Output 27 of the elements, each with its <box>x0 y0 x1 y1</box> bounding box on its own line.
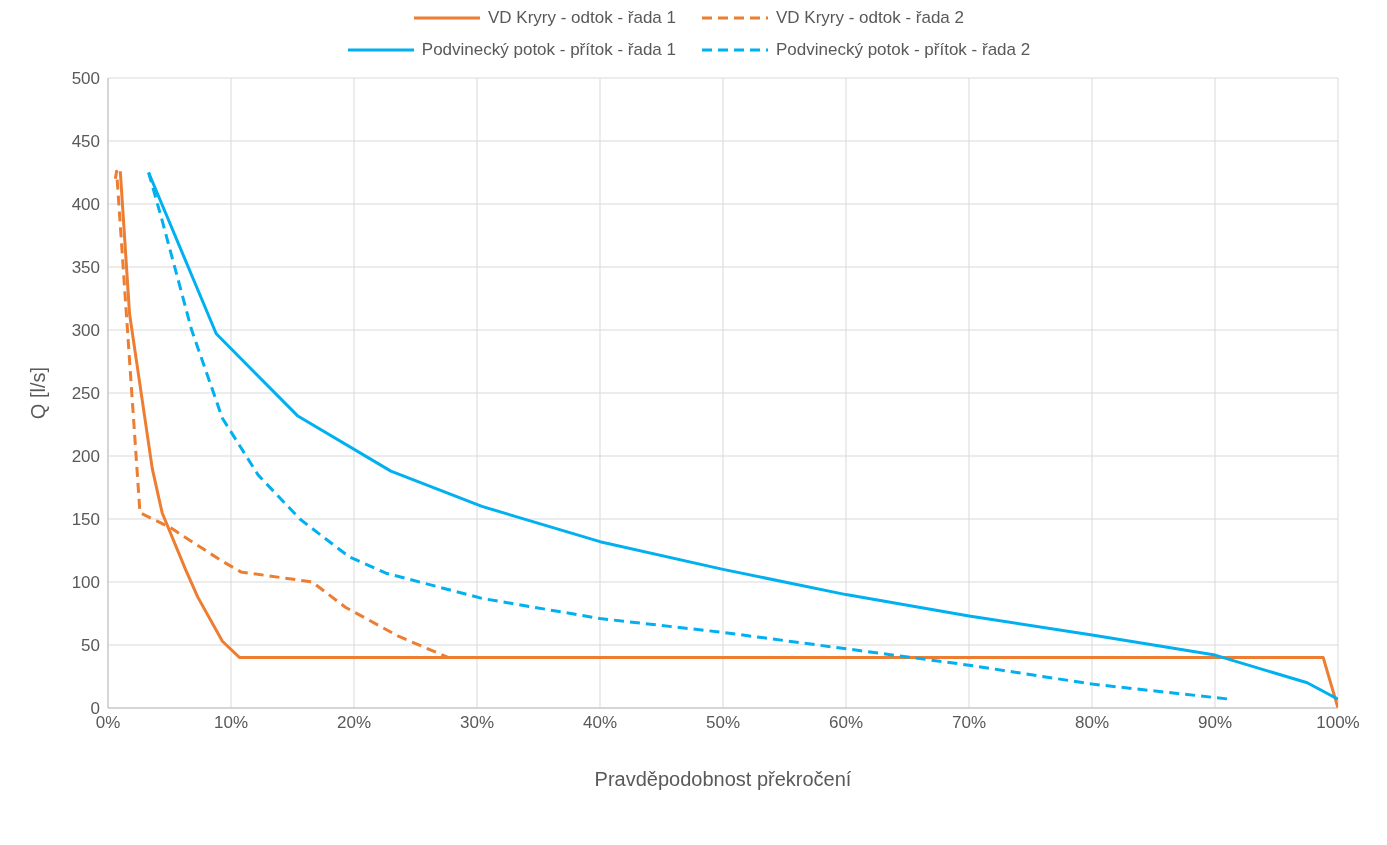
y-tick-label: 450 <box>71 132 100 152</box>
y-tick-label: 100 <box>71 573 100 593</box>
x-tick-label: 90% <box>1197 713 1233 733</box>
legend-label: VD Kryry - odtok - řada 1 <box>487 8 676 28</box>
y-tick-label: 50 <box>81 636 100 656</box>
legend-label: Podvinecký potok - přítok - řada 1 <box>421 40 676 60</box>
legend-label: VD Kryry - odtok - řada 2 <box>776 8 965 28</box>
x-axis-title: Pravděpodobnost překročení <box>594 768 852 790</box>
y-tick-label: 150 <box>71 510 100 530</box>
y-tick-label: 250 <box>71 384 100 404</box>
x-tick-label: 10% <box>213 713 249 733</box>
y-tick-label: 500 <box>71 69 100 89</box>
x-tick-label: 30% <box>459 713 495 733</box>
x-tick-label: 0% <box>95 713 121 733</box>
x-tick-label: 100% <box>1316 713 1360 733</box>
x-tick-label: 60% <box>828 713 864 733</box>
y-axis-title: Q [l/s] <box>27 366 50 420</box>
legend-label: Podvinecký potok - přítok - řada 2 <box>776 40 1031 60</box>
x-tick-label: 80% <box>1074 713 1110 733</box>
y-tick-label: 400 <box>71 195 100 215</box>
y-tick-label: 300 <box>71 321 100 341</box>
x-tick-label: 40% <box>582 713 618 733</box>
y-tick-label: 350 <box>71 258 100 278</box>
x-tick-label: 50% <box>705 713 741 733</box>
x-tick-label: 20% <box>336 713 372 733</box>
y-tick-label: 200 <box>71 447 100 467</box>
x-tick-label: 70% <box>951 713 987 733</box>
